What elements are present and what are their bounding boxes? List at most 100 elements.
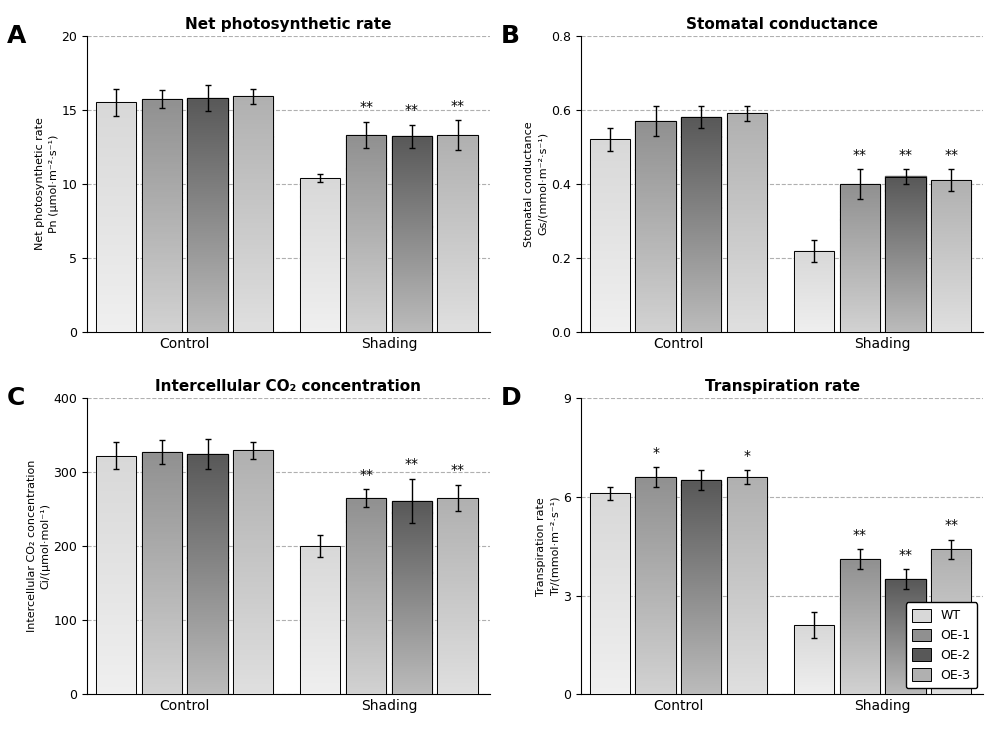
- Bar: [96, 318, 136, 320]
- Bar: [346, 600, 386, 602]
- Bar: [681, 154, 721, 156]
- Bar: [346, 680, 386, 683]
- Bar: [681, 156, 721, 158]
- Bar: [840, 212, 880, 214]
- Bar: [233, 567, 273, 570]
- Bar: [840, 643, 880, 645]
- Bar: [187, 620, 228, 623]
- Bar: [635, 496, 676, 499]
- Bar: [233, 587, 273, 590]
- Bar: [840, 218, 880, 220]
- Bar: [840, 306, 880, 307]
- Bar: [187, 634, 228, 637]
- Bar: [727, 275, 767, 277]
- Bar: [635, 142, 676, 144]
- Bar: [187, 201, 228, 204]
- Bar: [931, 244, 971, 245]
- Bar: [187, 98, 228, 100]
- Bar: [437, 250, 478, 251]
- Bar: [437, 651, 478, 653]
- Bar: [96, 137, 136, 139]
- Bar: [681, 645, 721, 648]
- Bar: [635, 186, 676, 188]
- Bar: [437, 177, 478, 178]
- Bar: [233, 467, 273, 470]
- Bar: [794, 251, 834, 253]
- Bar: [392, 571, 432, 572]
- Bar: [300, 263, 340, 264]
- Bar: [233, 656, 273, 658]
- Bar: [635, 292, 676, 294]
- Bar: [931, 688, 971, 690]
- Bar: [885, 684, 926, 685]
- Bar: [392, 530, 432, 532]
- Bar: [437, 182, 478, 184]
- Bar: [931, 300, 971, 301]
- Bar: [437, 330, 478, 332]
- Bar: [392, 661, 432, 664]
- Bar: [635, 560, 676, 562]
- Bar: [727, 496, 767, 499]
- Bar: [96, 302, 136, 304]
- Bar: [437, 518, 478, 520]
- Bar: [392, 297, 432, 299]
- Bar: [392, 164, 432, 166]
- Bar: [392, 599, 432, 602]
- Bar: [931, 606, 971, 607]
- Bar: [437, 566, 478, 569]
- Bar: [187, 615, 228, 618]
- Bar: [727, 181, 767, 183]
- Bar: [142, 566, 182, 569]
- Bar: [590, 293, 630, 296]
- Bar: [727, 196, 767, 199]
- Bar: [96, 264, 136, 266]
- Bar: [931, 288, 971, 290]
- Text: **: **: [359, 468, 373, 482]
- Bar: [187, 560, 228, 562]
- Bar: [300, 681, 340, 683]
- Bar: [794, 289, 834, 290]
- Bar: [233, 583, 273, 585]
- Bar: [590, 217, 630, 218]
- Bar: [233, 167, 273, 169]
- Bar: [794, 283, 834, 284]
- Bar: [681, 604, 721, 607]
- Bar: [300, 564, 340, 566]
- Bar: [885, 204, 926, 206]
- Bar: [931, 680, 971, 681]
- Bar: [931, 258, 971, 259]
- Bar: [635, 636, 676, 638]
- Bar: [727, 146, 767, 148]
- Bar: [885, 248, 926, 250]
- Bar: [96, 654, 136, 656]
- Bar: [794, 260, 834, 261]
- Bar: [233, 148, 273, 150]
- Text: **: **: [944, 518, 958, 532]
- Bar: [346, 291, 386, 293]
- Bar: [885, 178, 926, 180]
- Bar: [727, 301, 767, 304]
- Bar: [635, 252, 676, 254]
- Bar: [931, 192, 971, 194]
- Bar: [794, 308, 834, 309]
- Bar: [300, 203, 340, 204]
- Bar: [931, 204, 971, 206]
- Bar: [300, 570, 340, 572]
- Bar: [233, 523, 273, 526]
- Bar: [187, 177, 228, 180]
- Bar: [840, 651, 880, 653]
- Bar: [187, 562, 228, 565]
- Bar: [392, 528, 432, 530]
- Bar: [96, 118, 136, 120]
- Bar: [681, 680, 721, 682]
- Bar: [392, 176, 432, 177]
- Bar: [727, 282, 767, 284]
- Bar: [300, 239, 340, 241]
- Bar: [346, 271, 386, 273]
- Bar: [590, 307, 630, 309]
- Bar: [840, 298, 880, 299]
- Bar: [635, 328, 676, 330]
- Bar: [727, 247, 767, 249]
- Bar: [727, 507, 767, 510]
- Bar: [300, 675, 340, 677]
